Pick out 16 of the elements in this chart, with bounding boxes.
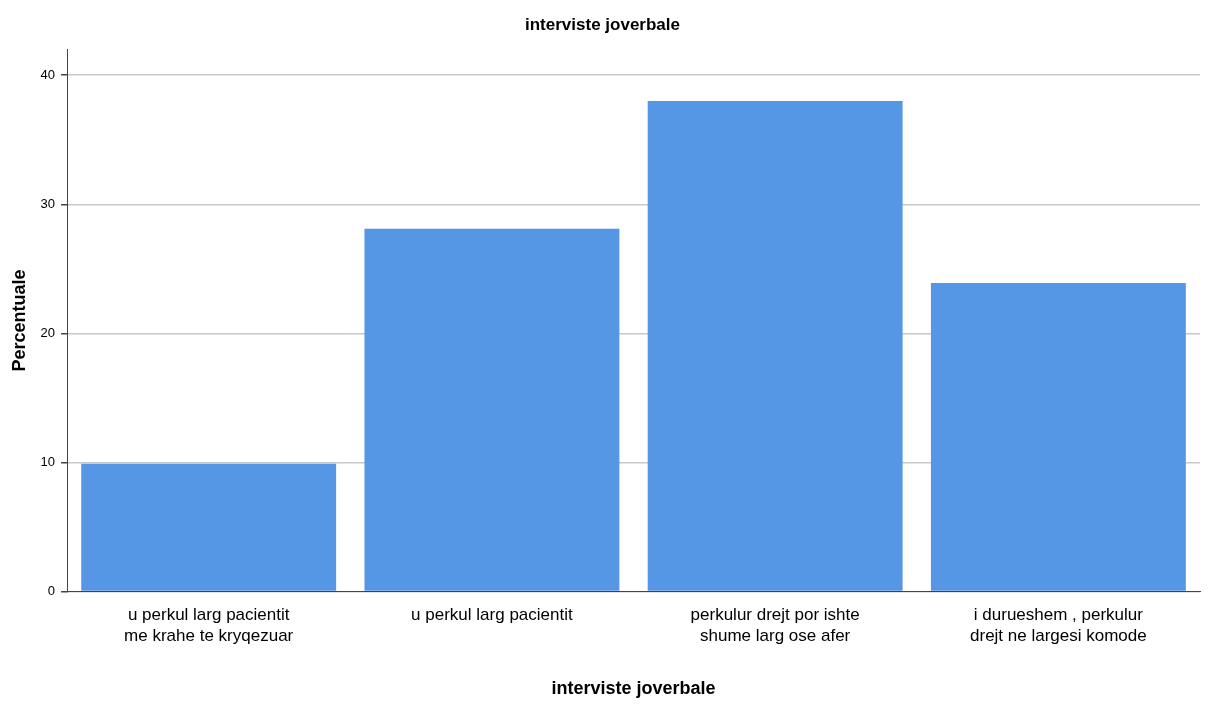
bar [81,463,337,591]
chart-title: interviste joverbale [525,14,680,34]
x-tick-label: i durueshem , perkulur drejt ne largesi komode [970,605,1147,645]
y-axis-title: Percentuale [8,269,29,372]
x-tick-label: perkulur drejt por ishte shume larg ose afer [690,605,860,645]
y-tick-label: 10 [40,454,56,470]
x-tick-label: u perkul larg pacientit me krahe te kryqezuar [124,605,294,645]
bar [930,283,1186,591]
y-tick-label: 20 [40,324,56,340]
bar [364,228,620,591]
y-tick-label: 40 [40,66,56,82]
y-tick-label: 30 [40,195,56,211]
y-tick-label: 0 [47,583,56,599]
x-axis-title: interviste joverbale [551,678,716,699]
x-tick-label: u perkul larg pacientit [411,605,573,625]
bar [647,101,903,591]
